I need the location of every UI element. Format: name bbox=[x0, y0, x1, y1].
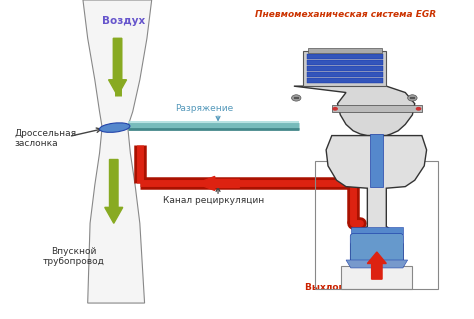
Circle shape bbox=[332, 107, 338, 111]
Polygon shape bbox=[346, 260, 408, 268]
Text: Канал рециркуляцин: Канал рециркуляцин bbox=[163, 197, 264, 205]
Bar bbox=[303, 51, 386, 86]
Bar bbox=[332, 105, 422, 112]
Text: Дроссельная
заслонка: Дроссельная заслонка bbox=[14, 129, 76, 148]
Polygon shape bbox=[294, 86, 415, 136]
FancyArrow shape bbox=[367, 252, 386, 279]
Polygon shape bbox=[83, 0, 152, 303]
Text: Воздух: Воздух bbox=[101, 16, 145, 26]
FancyArrow shape bbox=[197, 176, 239, 190]
Text: Разряжение: Разряжение bbox=[175, 104, 233, 113]
Polygon shape bbox=[339, 136, 415, 174]
Bar bbox=[410, 97, 415, 99]
Bar bbox=[315, 161, 438, 289]
FancyBboxPatch shape bbox=[350, 234, 403, 263]
Text: Выхлопные газы: Выхлопные газы bbox=[305, 283, 392, 292]
Bar bbox=[307, 78, 383, 83]
Ellipse shape bbox=[100, 123, 130, 132]
Bar bbox=[308, 48, 382, 53]
Bar bbox=[307, 54, 383, 59]
Bar bbox=[307, 60, 383, 65]
Circle shape bbox=[292, 95, 301, 101]
FancyArrow shape bbox=[109, 38, 127, 96]
FancyArrow shape bbox=[105, 160, 123, 223]
Polygon shape bbox=[326, 136, 427, 266]
Bar bbox=[370, 134, 383, 187]
Bar bbox=[307, 72, 383, 77]
Bar bbox=[294, 97, 299, 99]
Circle shape bbox=[416, 107, 421, 111]
Bar bbox=[307, 66, 383, 71]
Text: Пневмомеханическая система EGR: Пневмомеханическая система EGR bbox=[255, 10, 437, 19]
Text: Впускной
трубопровод: Впускной трубопровод bbox=[43, 247, 104, 266]
Text: Клапан EGR: Клапан EGR bbox=[313, 53, 370, 62]
Circle shape bbox=[408, 95, 417, 101]
Polygon shape bbox=[341, 266, 412, 289]
Bar bbox=[351, 227, 403, 234]
